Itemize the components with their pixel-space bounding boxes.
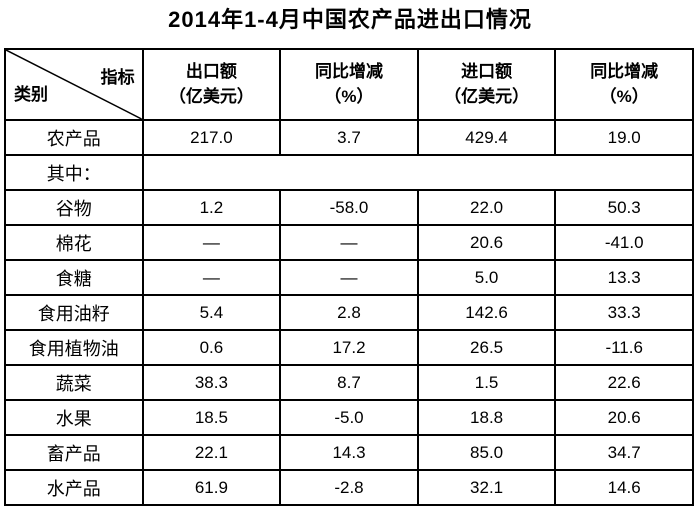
- row-category: 食糖: [4, 259, 144, 296]
- cell-import-yoy: -11.6: [554, 329, 694, 366]
- cell-export-value: 0.6: [141, 329, 282, 366]
- column-header-line1: 同比增减: [590, 61, 659, 81]
- cell-import-yoy: 14.6: [554, 469, 694, 506]
- cell-export-yoy: -5.0: [279, 399, 419, 436]
- cell-import-yoy: 33.3: [554, 294, 694, 331]
- cell-export-yoy: -2.8: [279, 469, 419, 506]
- cell-import-yoy: 13.3: [554, 259, 694, 296]
- cell-import-value: 1.5: [416, 364, 557, 401]
- row-category: 棉花: [4, 224, 144, 261]
- table-row-edible-oilseeds: 食用油籽 5.4 2.8 142.6 33.3: [4, 294, 694, 331]
- table-row-aquatic-products: 水产品 61.9 -2.8 32.1 14.6: [4, 469, 694, 506]
- cell-export-value: 5.4: [141, 294, 282, 331]
- cell-export-yoy: 17.2: [279, 329, 419, 366]
- cell-import-value: 18.8: [416, 399, 557, 436]
- row-category: 谷物: [4, 189, 144, 226]
- column-header-line1: 进口额: [461, 61, 513, 81]
- row-category: 农产品: [4, 119, 144, 156]
- column-header-import-yoy: 同比增减 （%）: [554, 48, 694, 121]
- row-category: 食用植物油: [4, 329, 144, 366]
- cell-export-yoy: 3.7: [279, 119, 419, 156]
- row-category: 畜产品: [4, 434, 144, 471]
- cell-import-yoy: 34.7: [554, 434, 694, 471]
- column-header-line2: （%）: [599, 86, 649, 106]
- cell-import-value: 20.6: [416, 224, 557, 261]
- column-header-line2: （亿美元）: [168, 86, 254, 106]
- cell-import-yoy: 22.6: [554, 364, 694, 401]
- column-header-export-yoy: 同比增减 （%）: [279, 48, 419, 121]
- corner-label-category: 类别: [14, 85, 48, 104]
- cell-export-yoy: -58.0: [279, 189, 419, 226]
- column-header-line2: （%）: [324, 86, 374, 106]
- cell-import-value: 26.5: [416, 329, 557, 366]
- cell-import-value: 429.4: [416, 119, 557, 156]
- table-row-edible-vegetable-oil: 食用植物油 0.6 17.2 26.5 -11.6: [4, 329, 694, 366]
- cell-export-value: 61.9: [141, 469, 282, 506]
- table-row-livestock-products: 畜产品 22.1 14.3 85.0 34.7: [4, 434, 694, 471]
- cell-import-value: 5.0: [416, 259, 557, 296]
- row-category: 其中：: [4, 154, 144, 191]
- column-header-import: 进口额 （亿美元）: [416, 48, 557, 121]
- cell-export-value: 217.0: [141, 119, 282, 156]
- corner-header-cell: 指标 类别: [4, 48, 144, 121]
- corner-label-indicator: 指标: [100, 68, 135, 87]
- cell-import-yoy: -41.0: [554, 224, 694, 261]
- column-header-export: 出口额 （亿美元）: [141, 48, 282, 121]
- table-row-sugar: 食糖 — — 5.0 13.3: [4, 259, 694, 296]
- cell-export-value: 1.2: [141, 189, 282, 226]
- row-category: 蔬菜: [4, 364, 144, 401]
- table-row-cotton: 棉花 — — 20.6 -41.0: [4, 224, 694, 261]
- table-row-among-which: 其中：: [4, 154, 695, 191]
- cell-import-value: 32.1: [416, 469, 557, 506]
- cell-export-yoy: 2.8: [279, 294, 419, 331]
- cell-import-value: 142.6: [416, 294, 557, 331]
- cell-export-value: 38.3: [141, 364, 282, 401]
- cell-export-yoy: 14.3: [279, 434, 419, 471]
- column-header-line2: （亿美元）: [444, 86, 530, 106]
- column-header-line1: 出口额: [185, 61, 237, 81]
- cell-import-value: 85.0: [416, 434, 557, 471]
- cell-export-value: —: [141, 259, 282, 296]
- cell-export-value: 18.5: [141, 399, 282, 436]
- row-category: 水果: [4, 399, 144, 436]
- page-title: 2014年1-4月中国农产品进出口情况: [168, 7, 532, 32]
- cell-export-yoy: —: [279, 259, 419, 296]
- cell-import-yoy: 50.3: [554, 189, 694, 226]
- table-row-agricultural-products: 农产品 217.0 3.7 429.4 19.0: [4, 119, 694, 156]
- cell-export-yoy: 8.7: [279, 364, 419, 401]
- cell-export-yoy: —: [279, 224, 419, 261]
- diagonal-line: [6, 50, 142, 119]
- row-category: 食用油籽: [4, 294, 144, 331]
- cell-export-value: 22.1: [141, 434, 282, 471]
- table-row-grain: 谷物 1.2 -58.0 22.0 50.3: [4, 189, 694, 226]
- column-header-line1: 同比增减: [314, 61, 383, 81]
- header-row: 指标 类别 出口额 （亿美元） 同比增减 （%） 进口额 （亿美元） 同比增减 …: [4, 48, 694, 121]
- import-export-table: 指标 类别 出口额 （亿美元） 同比增减 （%） 进口额 （亿美元） 同比增减 …: [4, 48, 695, 506]
- merged-empty-cell: [141, 154, 695, 191]
- table-row-fruit: 水果 18.5 -5.0 18.8 20.6: [4, 399, 694, 436]
- row-category: 水产品: [4, 469, 144, 506]
- cell-import-yoy: 19.0: [554, 119, 694, 156]
- cell-import-value: 22.0: [416, 189, 557, 226]
- cell-import-yoy: 20.6: [554, 399, 694, 436]
- table-row-vegetables: 蔬菜 38.3 8.7 1.5 22.6: [4, 364, 694, 401]
- cell-export-value: —: [141, 224, 282, 261]
